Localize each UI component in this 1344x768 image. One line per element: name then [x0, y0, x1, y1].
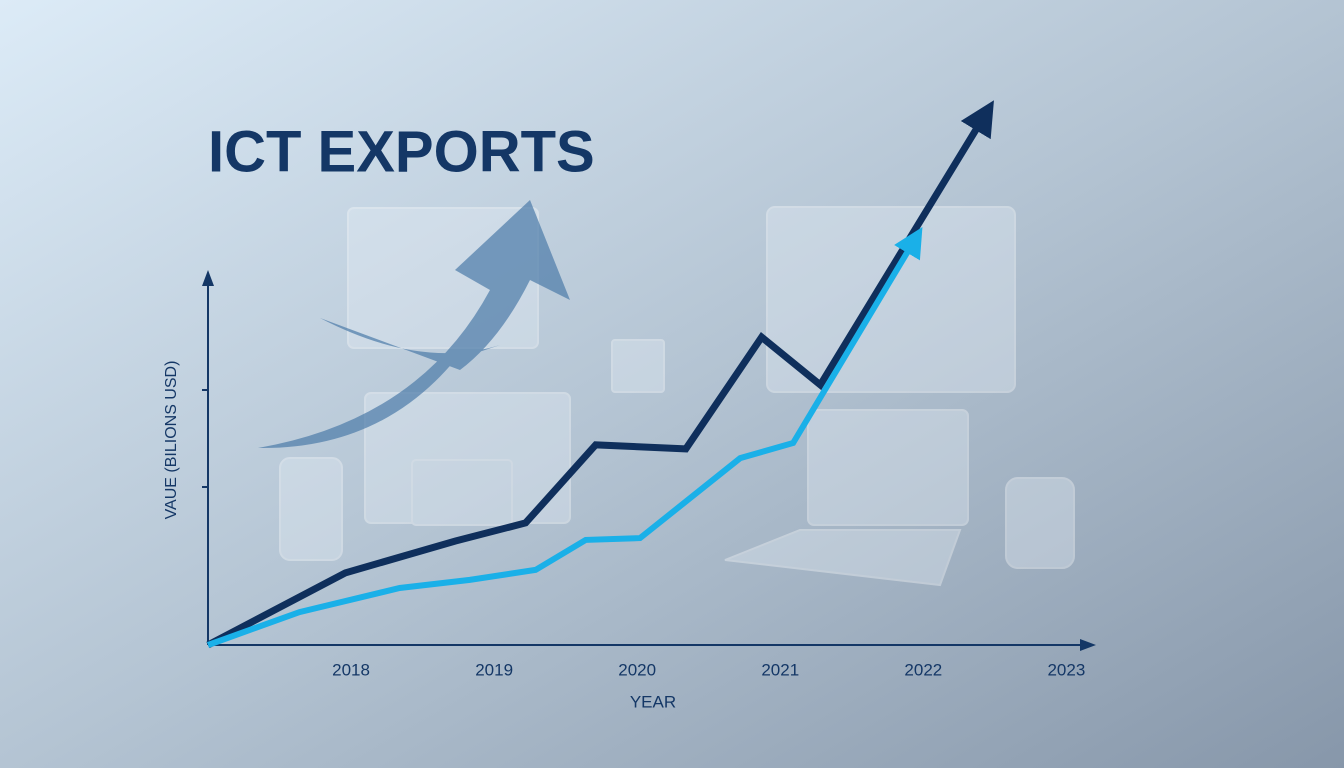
chart-title: ICT EXPORTS	[208, 119, 595, 184]
x-tick-label: 2023	[1047, 660, 1085, 679]
x-axis-arrow	[1080, 639, 1096, 651]
x-tick-label: 2021	[761, 660, 799, 679]
decor-arrow	[258, 200, 570, 449]
line	[206, 100, 994, 649]
y-axis-arrow	[202, 270, 214, 286]
line	[206, 226, 923, 648]
x-tick-label: 2020	[618, 660, 656, 679]
x-tick-label: 2022	[904, 660, 942, 679]
x-tick-label: 2019	[475, 660, 513, 679]
y-axis-label: VAUE (BILIONS USD)	[163, 361, 180, 520]
x-axis-label: YEAR	[630, 692, 676, 711]
x-tick-label: 2018	[332, 660, 370, 679]
decor	[279, 206, 1075, 587]
